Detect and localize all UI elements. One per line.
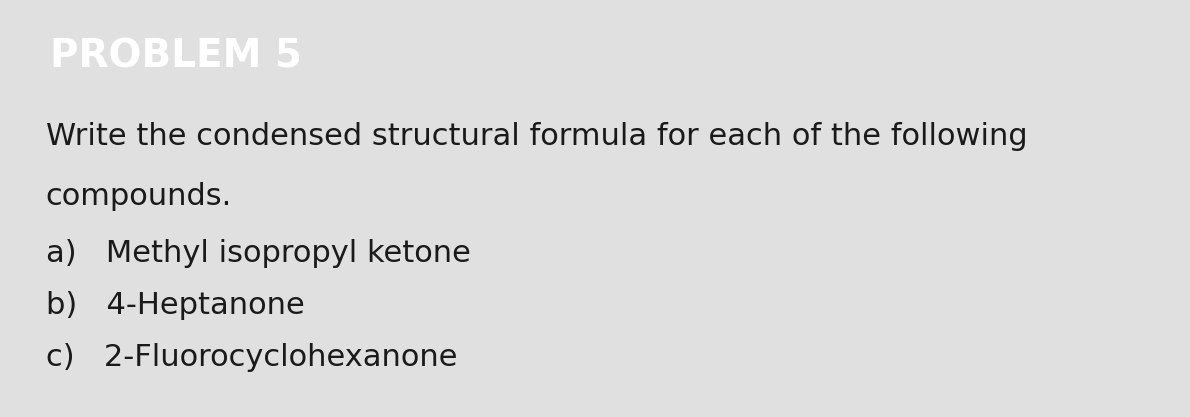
Text: a)   Methyl isopropyl ketone: a) Methyl isopropyl ketone [45,239,470,268]
Text: compounds.: compounds. [45,182,232,211]
Text: b)   4-Heptanone: b) 4-Heptanone [45,291,305,320]
Text: c)   2-Fluorocyclohexanone: c) 2-Fluorocyclohexanone [45,343,457,372]
Text: PROBLEM 5: PROBLEM 5 [50,38,302,76]
Text: Write the condensed structural formula for each of the following: Write the condensed structural formula f… [45,122,1027,151]
